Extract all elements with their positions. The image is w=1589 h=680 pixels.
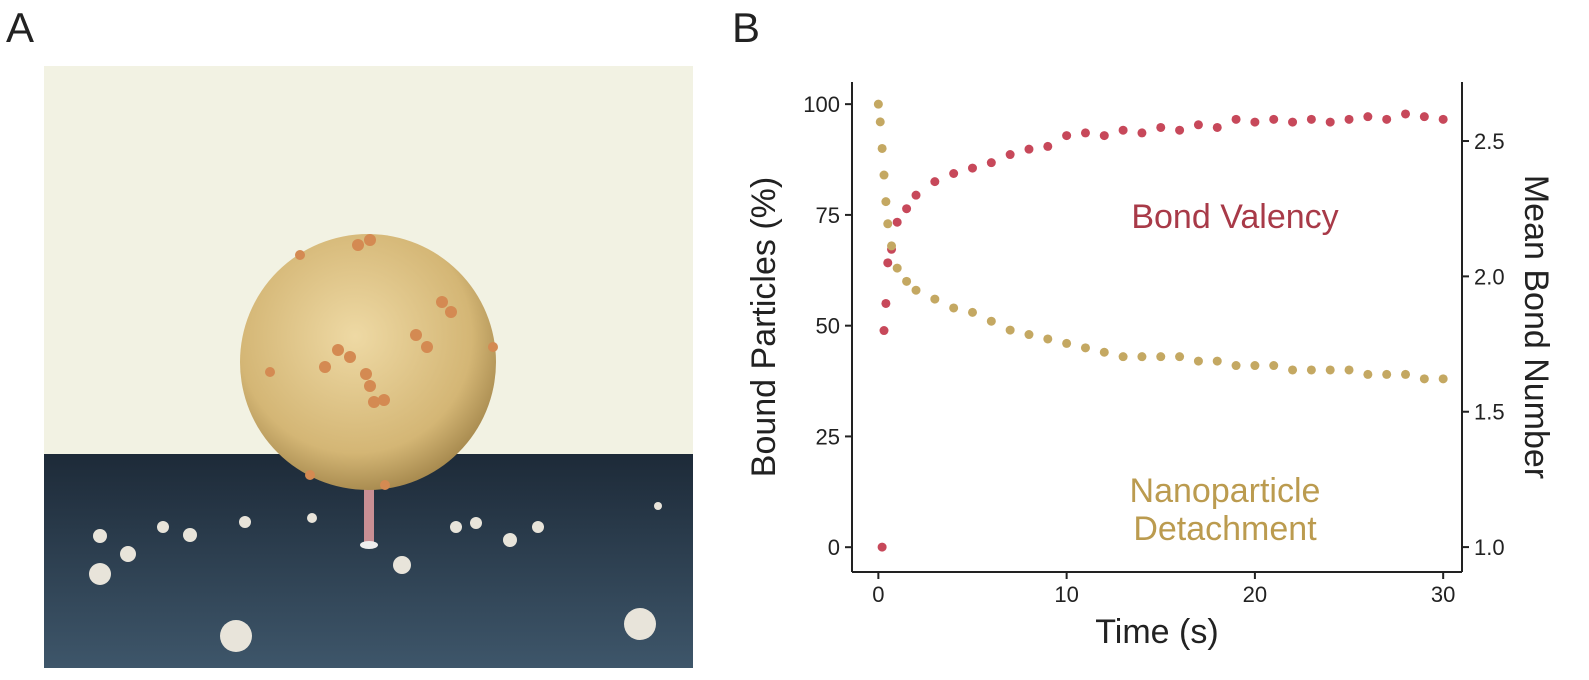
data-point xyxy=(1250,361,1260,371)
data-point xyxy=(967,163,977,173)
data-point xyxy=(877,143,887,153)
data-point xyxy=(1062,131,1072,141)
data-point xyxy=(986,158,996,168)
data-point xyxy=(1419,112,1429,122)
series-label: Nanoparticle Detachment xyxy=(1129,472,1321,548)
x-axis-title: Time (s) xyxy=(1095,613,1218,651)
data-point xyxy=(1231,114,1241,124)
data-point xyxy=(1325,365,1335,375)
data-point xyxy=(1288,117,1298,127)
data-point xyxy=(902,276,912,286)
data-point xyxy=(1344,365,1354,375)
y-tick-label: 25 xyxy=(816,424,840,449)
data-point xyxy=(902,204,912,214)
data-point xyxy=(911,190,921,200)
data-point xyxy=(1024,330,1034,340)
y-axis-title: Bound Particles (%) xyxy=(745,177,783,477)
data-point xyxy=(875,117,885,127)
data-point xyxy=(1438,374,1448,384)
data-point xyxy=(1005,325,1015,335)
data-point xyxy=(1175,352,1185,362)
data-point xyxy=(930,294,940,304)
data-point xyxy=(1043,334,1053,344)
data-point xyxy=(1212,356,1222,366)
data-point xyxy=(1175,125,1185,135)
data-point xyxy=(879,326,889,336)
data-point xyxy=(1080,343,1090,353)
data-point xyxy=(911,285,921,295)
data-point xyxy=(1401,109,1411,119)
data-point xyxy=(1401,369,1411,379)
y2-tick-label: 2.5 xyxy=(1474,129,1505,154)
data-point xyxy=(881,197,891,207)
data-point xyxy=(1325,117,1335,127)
y2-axis-title: Mean Bond Number xyxy=(1517,175,1555,479)
data-point xyxy=(1363,369,1373,379)
data-point xyxy=(1306,365,1316,375)
data-point xyxy=(1363,112,1373,122)
data-point xyxy=(986,316,996,326)
data-point xyxy=(1118,125,1128,135)
data-point xyxy=(1156,352,1166,362)
x-tick-label: 0 xyxy=(872,582,884,607)
data-point xyxy=(1438,114,1448,124)
data-point xyxy=(1212,122,1222,132)
data-point xyxy=(949,303,959,313)
data-point xyxy=(1024,144,1034,154)
data-point xyxy=(1193,120,1203,130)
series-label: Bond Valency xyxy=(1131,198,1339,236)
data-point xyxy=(1099,131,1109,141)
data-point xyxy=(1288,365,1298,375)
data-point xyxy=(1269,361,1279,371)
data-point xyxy=(930,177,940,187)
y2-tick-label: 2.0 xyxy=(1474,264,1505,289)
data-point xyxy=(1156,122,1166,132)
data-point xyxy=(1306,114,1316,124)
data-point xyxy=(883,219,893,229)
data-point xyxy=(1231,361,1241,371)
x-tick-label: 30 xyxy=(1431,582,1455,607)
data-point xyxy=(1269,114,1279,124)
y-tick-label: 75 xyxy=(816,203,840,228)
data-point xyxy=(892,217,902,227)
data-point xyxy=(1099,347,1109,357)
x-tick-label: 10 xyxy=(1054,582,1078,607)
data-point xyxy=(1118,352,1128,362)
data-point xyxy=(1080,128,1090,138)
y-tick-label: 0 xyxy=(828,535,840,560)
y-tick-label: 50 xyxy=(816,314,840,339)
data-point xyxy=(1137,352,1147,362)
data-point xyxy=(1137,128,1147,138)
y2-tick-label: 1.0 xyxy=(1474,535,1505,560)
data-point xyxy=(1193,356,1203,366)
data-point xyxy=(879,170,889,180)
panel-label: A xyxy=(6,4,34,51)
data-point xyxy=(883,258,893,268)
data-point xyxy=(1344,114,1354,124)
data-point xyxy=(1043,141,1053,151)
data-point xyxy=(877,542,887,552)
panel-label: B xyxy=(732,4,760,51)
y2-tick-label: 1.5 xyxy=(1474,400,1505,425)
data-point xyxy=(873,99,883,109)
data-point xyxy=(967,307,977,317)
data-point xyxy=(949,169,959,179)
data-point xyxy=(1062,338,1072,348)
data-point xyxy=(1382,369,1392,379)
data-point xyxy=(1419,374,1429,384)
data-point xyxy=(1382,114,1392,124)
data-point xyxy=(1005,150,1015,160)
data-point xyxy=(881,298,891,308)
data-point xyxy=(892,263,902,273)
render-illustration xyxy=(44,66,693,668)
data-point xyxy=(887,241,897,251)
x-tick-label: 20 xyxy=(1243,582,1267,607)
y-tick-label: 100 xyxy=(803,92,840,117)
data-point xyxy=(1250,117,1260,127)
